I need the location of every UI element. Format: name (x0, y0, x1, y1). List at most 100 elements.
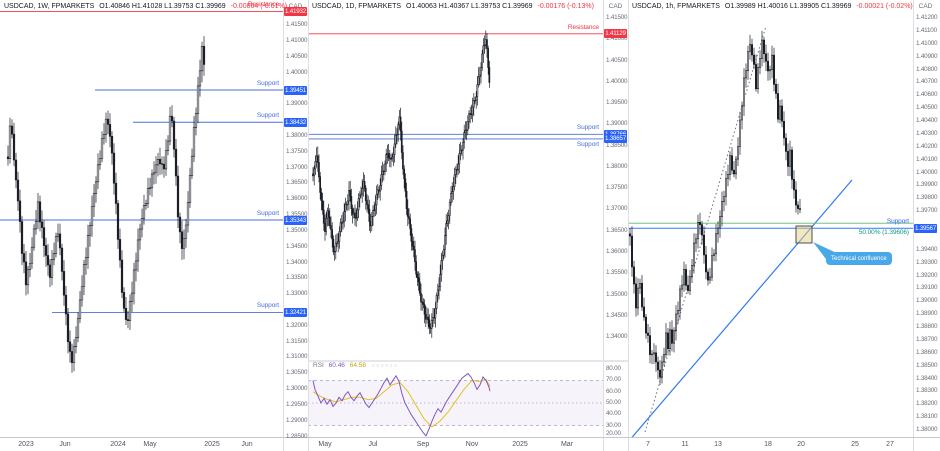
time-axis[interactable] (0, 437, 940, 451)
technical-confluence-callout[interactable]: Technical confluence (826, 252, 892, 265)
level-label: Support (256, 302, 279, 310)
time-label[interactable]: 2025 (204, 441, 220, 448)
rsi-axis-tick: 70.00 (606, 376, 621, 384)
time-axis-border (0, 437, 940, 438)
time-label[interactable]: Mar (560, 441, 574, 448)
confluence-box[interactable] (795, 225, 813, 244)
price-tick: 1.39500 (606, 99, 628, 107)
rsi-label[interactable]: RSI (313, 362, 324, 369)
price-level-badge: 1.38766 (604, 129, 627, 139)
price-tick: 1.35000 (286, 226, 308, 234)
price-tick: 1.40000 (286, 68, 308, 76)
time-label[interactable]: Nov (465, 441, 479, 448)
price-tick: 1.39100 (916, 284, 938, 292)
time-label[interactable]: 18 (764, 441, 772, 448)
price-tick: 1.37000 (606, 205, 628, 213)
rsi-line (312, 372, 491, 437)
price-axis-1h[interactable] (913, 0, 938, 437)
price-tick: 1.34500 (286, 242, 308, 250)
price-tick: 1.41000 (286, 36, 308, 44)
symbol-info-1h[interactable]: USDCAD, 1h, FPMARKETS (632, 3, 720, 10)
price-tick: 1.40400 (916, 117, 938, 124)
time-label[interactable]: 20 (797, 441, 805, 448)
price-tick: 1.39900 (916, 181, 938, 189)
price-tick: 1.38100 (916, 413, 938, 421)
symbol-info-1w[interactable]: USDCAD, 1W, FPMARKETS (4, 3, 95, 10)
time-label[interactable]: Sep (416, 441, 430, 448)
price-tick: 1.40800 (916, 65, 938, 73)
time-label[interactable]: May (143, 441, 157, 448)
price-level-badge: 1.41932 (284, 6, 307, 16)
price-tick: 1.41100 (916, 26, 937, 34)
price-tick: 1.40300 (916, 129, 938, 137)
price-tick: 1.39800 (916, 194, 938, 202)
panel-divider-1 (308, 0, 309, 451)
panel-header-1d: USDCAD, 1D, FPMARKETS O1.40063 H1.40367 … (312, 3, 594, 11)
time-label[interactable]: 2024 (110, 441, 126, 448)
price-tick: 1.31500 (286, 337, 308, 345)
time-label[interactable]: 25 (851, 441, 859, 448)
time-label[interactable]: 2023 (18, 441, 34, 448)
rsi-indicator-title: RSI 60.46 64.58 ○ ○ ○ ○ ○ ○ (313, 362, 397, 370)
down-candle-bodies (629, 39, 801, 378)
time-label[interactable]: Jul (368, 441, 378, 448)
rsi-value: 60.46 (328, 362, 345, 369)
time-label[interactable]: 11 (681, 441, 689, 448)
price-tick: 1.40200 (916, 142, 938, 150)
price-tick: 1.36000 (286, 195, 308, 203)
rally-dotted-trendline[interactable] (644, 25, 767, 433)
price-tick: 1.35500 (606, 269, 628, 277)
ohlc-values-1d: O1.40063 H1.40367 L1.39753 C1.39969 (406, 3, 533, 10)
price-tick: 1.34500 (606, 311, 628, 319)
time-label[interactable]: May (318, 441, 332, 448)
price-tick: 1.38700 (916, 335, 938, 343)
rsi-axis-tick: 30.00 (606, 421, 621, 429)
price-tick: 1.37500 (606, 184, 628, 192)
time-label[interactable]: 13 (714, 441, 722, 448)
time-label[interactable]: 2025 (512, 441, 528, 448)
time-label[interactable]: Jun (59, 441, 71, 448)
price-tick: 1.34000 (286, 258, 308, 266)
price-tick: 1.41500 (286, 21, 308, 29)
price-tick: 1.40100 (916, 155, 938, 163)
price-tick: 1.38500 (606, 141, 628, 149)
price-tick: 1.29000 (286, 416, 308, 424)
price-level-badge: 1.35343 (284, 215, 307, 225)
price-tick: 1.38600 (916, 348, 938, 356)
level-label: Support (576, 140, 599, 148)
level-label: Support (886, 218, 909, 226)
price-tick: 1.33500 (286, 274, 308, 282)
price-tick: 1.28500 (286, 432, 308, 440)
time-label[interactable]: 7 (646, 441, 650, 448)
symbol-info-1d[interactable]: USDCAD, 1D, FPMARKETS (312, 3, 402, 10)
price-tick: 1.40900 (916, 52, 938, 60)
price-tick: 1.40700 (916, 78, 938, 86)
level-label: Support (256, 80, 279, 87)
price-level-badge: 1.41129 (604, 29, 627, 39)
up-candle-bodies (313, 39, 487, 329)
price-tick: 1.37000 (286, 163, 308, 171)
price-tick: 1.33000 (286, 290, 308, 298)
price-tick: 1.29500 (286, 400, 308, 408)
price-tick: 1.35000 (606, 290, 628, 298)
price-tick: 1.32000 (286, 321, 308, 329)
price-tick: 1.41000 (916, 39, 938, 47)
price-axis-1d[interactable] (603, 0, 628, 437)
price-tick: 1.37500 (286, 147, 308, 155)
axis-divider-1w (283, 0, 284, 451)
price-tick: 1.39000 (286, 100, 308, 108)
price-tick: 1.34000 (606, 333, 628, 341)
price-tick: 1.39200 (916, 271, 938, 279)
price-tick: 1.40600 (916, 91, 938, 99)
time-label[interactable]: 27 (886, 441, 894, 448)
rsi-axis-tick: 50.00 (606, 399, 621, 406)
axis-divider-1d (603, 0, 604, 451)
price-tick: 1.38500 (916, 361, 938, 369)
time-label[interactable]: Jun (241, 441, 253, 448)
up-candle-bodies (637, 39, 791, 378)
price-axis-1w[interactable] (283, 0, 308, 437)
price-tick: 1.40500 (286, 52, 308, 60)
rsi-axis-tick: 20.00 (606, 430, 621, 437)
level-label: Support (256, 112, 279, 120)
